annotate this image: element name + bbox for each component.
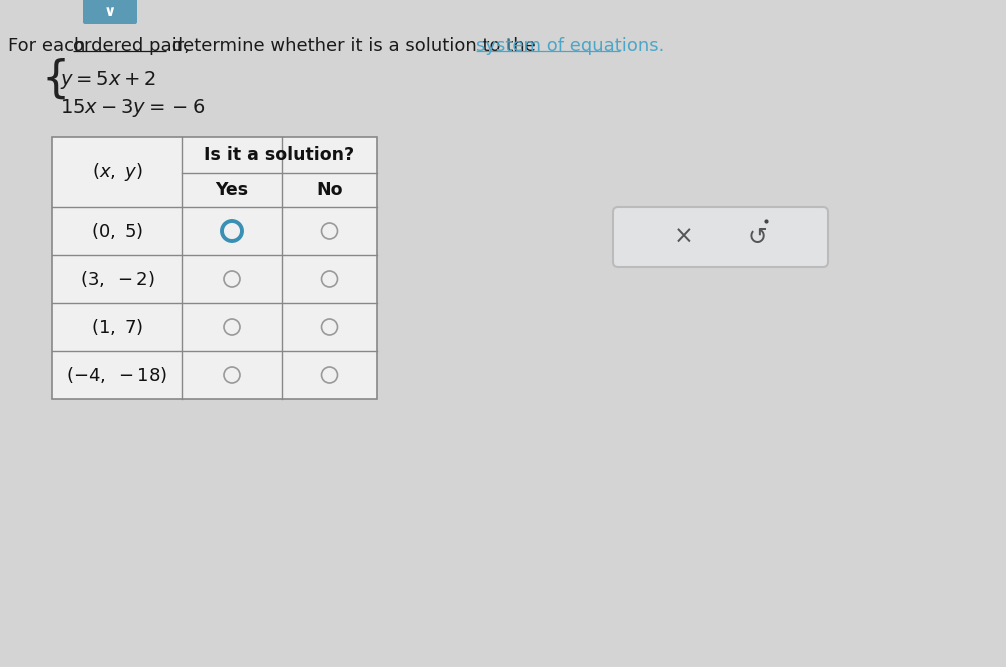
Text: ∨: ∨ — [104, 3, 116, 19]
FancyBboxPatch shape — [613, 207, 828, 267]
FancyBboxPatch shape — [83, 0, 137, 24]
Text: Is it a solution?: Is it a solution? — [204, 146, 354, 164]
Text: $(3,\ -2)$: $(3,\ -2)$ — [79, 269, 154, 289]
Text: ↺: ↺ — [747, 225, 768, 249]
Text: $y = 5x + 2$: $y = 5x + 2$ — [60, 69, 156, 91]
Text: {: { — [42, 57, 70, 101]
Text: ordered pair,: ordered pair, — [72, 37, 190, 55]
Text: $(x,\ y)$: $(x,\ y)$ — [92, 161, 143, 183]
Text: Yes: Yes — [215, 181, 248, 199]
Text: No: No — [316, 181, 343, 199]
Text: determine whether it is a solution to the: determine whether it is a solution to th… — [166, 37, 542, 55]
Text: For each: For each — [8, 37, 92, 55]
Text: system of equations.: system of equations. — [476, 37, 664, 55]
Text: $(1,\ 7)$: $(1,\ 7)$ — [91, 317, 143, 337]
Text: ×: × — [674, 225, 693, 249]
FancyBboxPatch shape — [52, 137, 377, 399]
Text: $15x - 3y = -6$: $15x - 3y = -6$ — [60, 97, 205, 119]
Text: $(-4,\ -18)$: $(-4,\ -18)$ — [66, 365, 168, 385]
Text: $(0,\ 5)$: $(0,\ 5)$ — [91, 221, 143, 241]
